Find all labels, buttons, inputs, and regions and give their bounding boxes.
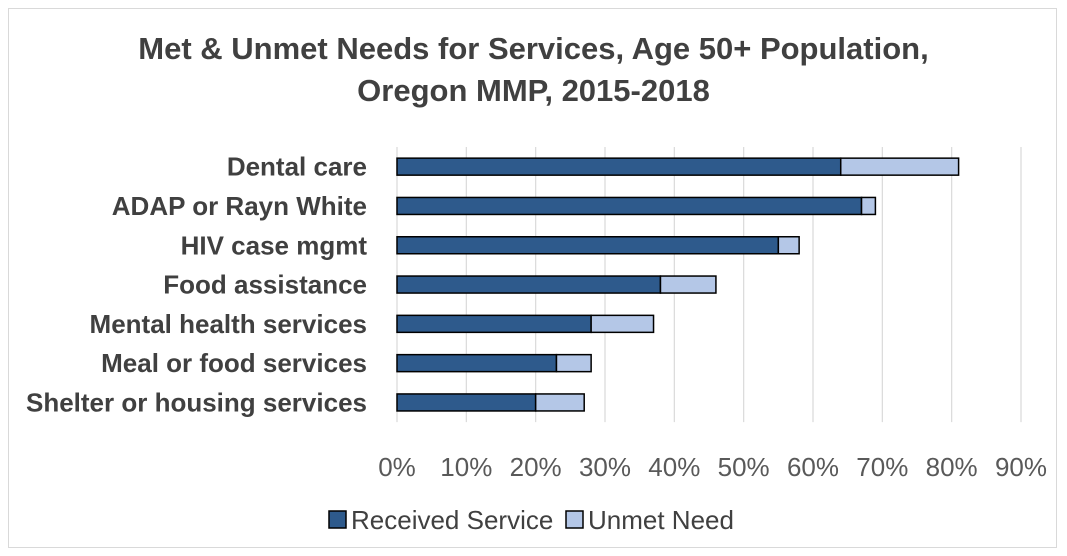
category-label: HIV case mgmt xyxy=(181,230,368,260)
bars xyxy=(396,157,960,412)
x-tick-label: 10% xyxy=(440,452,492,482)
category-labels: Dental care ADAP or Rayn White HIV case mg… xyxy=(26,152,367,418)
x-tick-label: 0% xyxy=(378,452,416,482)
category-label: Dental care xyxy=(227,152,367,182)
bar-unmet-need xyxy=(590,314,655,334)
bar-unmet-need xyxy=(777,236,800,255)
bar-received-service xyxy=(396,393,537,412)
x-tick-label: 40% xyxy=(648,452,700,482)
bar-unmet-need xyxy=(534,393,585,412)
bar-received-service xyxy=(396,236,780,255)
category-label: ADAP or Rayn White xyxy=(112,191,367,221)
chart-border xyxy=(8,8,1057,548)
bar-unmet-need xyxy=(839,157,960,176)
x-tick-label: 80% xyxy=(926,452,978,482)
chart-title-line-1: Met & Unmet Needs for Services, Age 50+ … xyxy=(138,31,929,66)
bar-unmet-need xyxy=(860,196,877,216)
category-label: Meal or food services xyxy=(101,348,367,378)
x-tick-label: 50% xyxy=(718,452,770,482)
x-tick-label: 30% xyxy=(579,452,631,482)
bar-unmet-need xyxy=(555,353,592,373)
bar-unmet-need xyxy=(659,275,717,294)
legend: Received Service Unmet Need xyxy=(328,505,734,535)
category-label: Shelter or housing services xyxy=(26,387,367,417)
bar-received-service xyxy=(396,157,842,176)
legend-label: Received Service xyxy=(351,505,553,535)
legend-swatch xyxy=(565,510,584,529)
chart-title: Met & Unmet Needs for Services, Age 50+ … xyxy=(0,28,1067,112)
legend-label: Unmet Need xyxy=(588,505,734,535)
category-label: Mental health services xyxy=(90,309,367,339)
bar-received-service xyxy=(396,353,558,373)
x-tick-label: 90% xyxy=(995,452,1047,482)
chart-title-line-2: Oregon MMP, 2015-2018 xyxy=(357,73,710,108)
legend-swatch xyxy=(328,510,347,529)
x-axis-tick-labels: 0% 10% 20% 30% 40% 50% 60% 70% 80% 90% xyxy=(378,452,1047,482)
bar-received-service xyxy=(396,196,863,216)
x-tick-label: 60% xyxy=(787,452,839,482)
x-tick-label: 70% xyxy=(856,452,908,482)
category-label: Food assistance xyxy=(163,270,367,300)
bar-received-service xyxy=(396,275,662,294)
bar-received-service xyxy=(396,314,592,334)
x-tick-label: 20% xyxy=(510,452,562,482)
